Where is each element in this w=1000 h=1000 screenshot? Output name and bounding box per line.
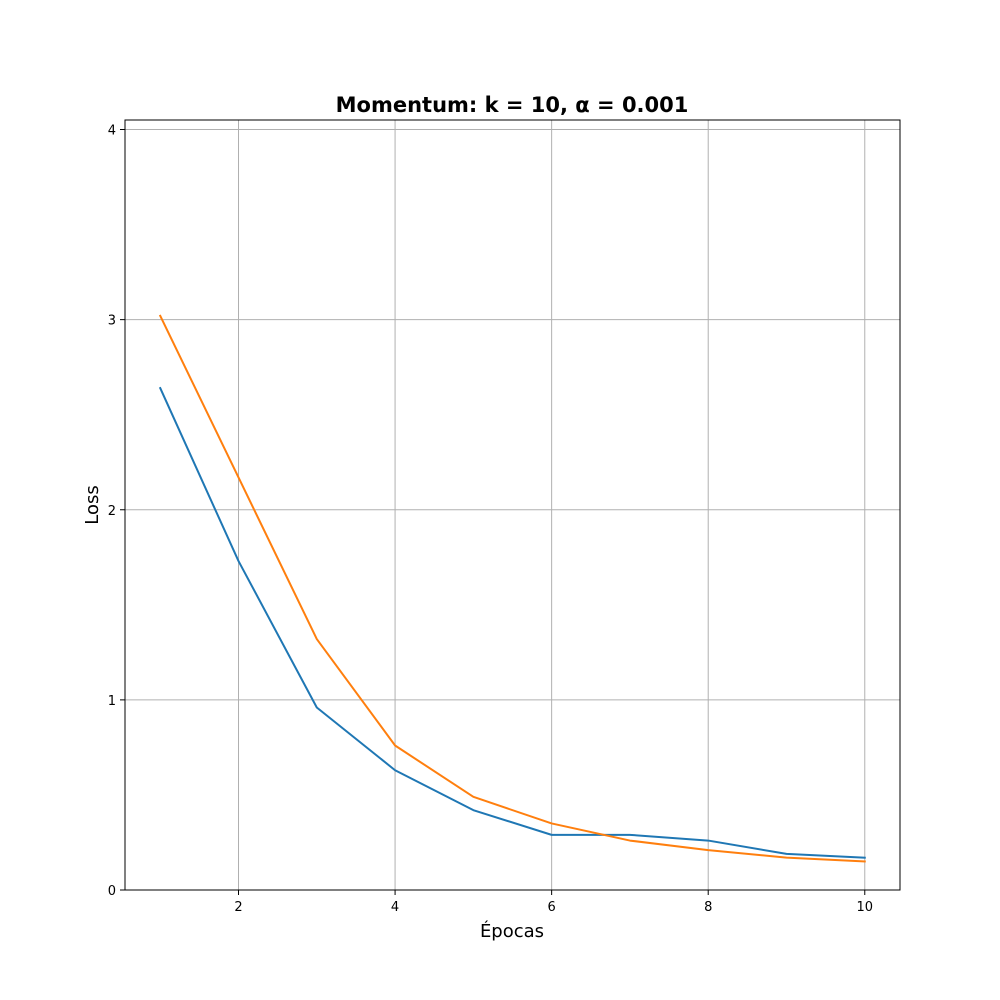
- series-line-1: [158, 386, 866, 859]
- y-tick-label: 2: [108, 504, 116, 519]
- x-tick-label: 6: [548, 900, 556, 915]
- x-axis-label: Épocas: [480, 920, 544, 942]
- x-tick-label: 4: [391, 900, 399, 915]
- series-lines: [158, 314, 866, 863]
- y-tick-label: 3: [108, 314, 116, 329]
- x-tick-label: 10: [856, 900, 873, 915]
- y-axis-label: Loss: [82, 485, 103, 524]
- x-tick-label: 2: [234, 900, 242, 915]
- y-tick-label: 1: [108, 694, 116, 709]
- chart-title: Momentum: k = 10, α = 0.001: [336, 93, 689, 117]
- x-tick-label: 8: [704, 900, 712, 915]
- plot-frame: [124, 119, 901, 891]
- y-tick-label: 0: [108, 884, 116, 899]
- series-line-2: [158, 314, 866, 863]
- y-tick-label: 4: [108, 124, 116, 139]
- grid: [125, 120, 900, 891]
- ticks: 2 4 6 8 10 0 1 2 3 4: [108, 124, 873, 915]
